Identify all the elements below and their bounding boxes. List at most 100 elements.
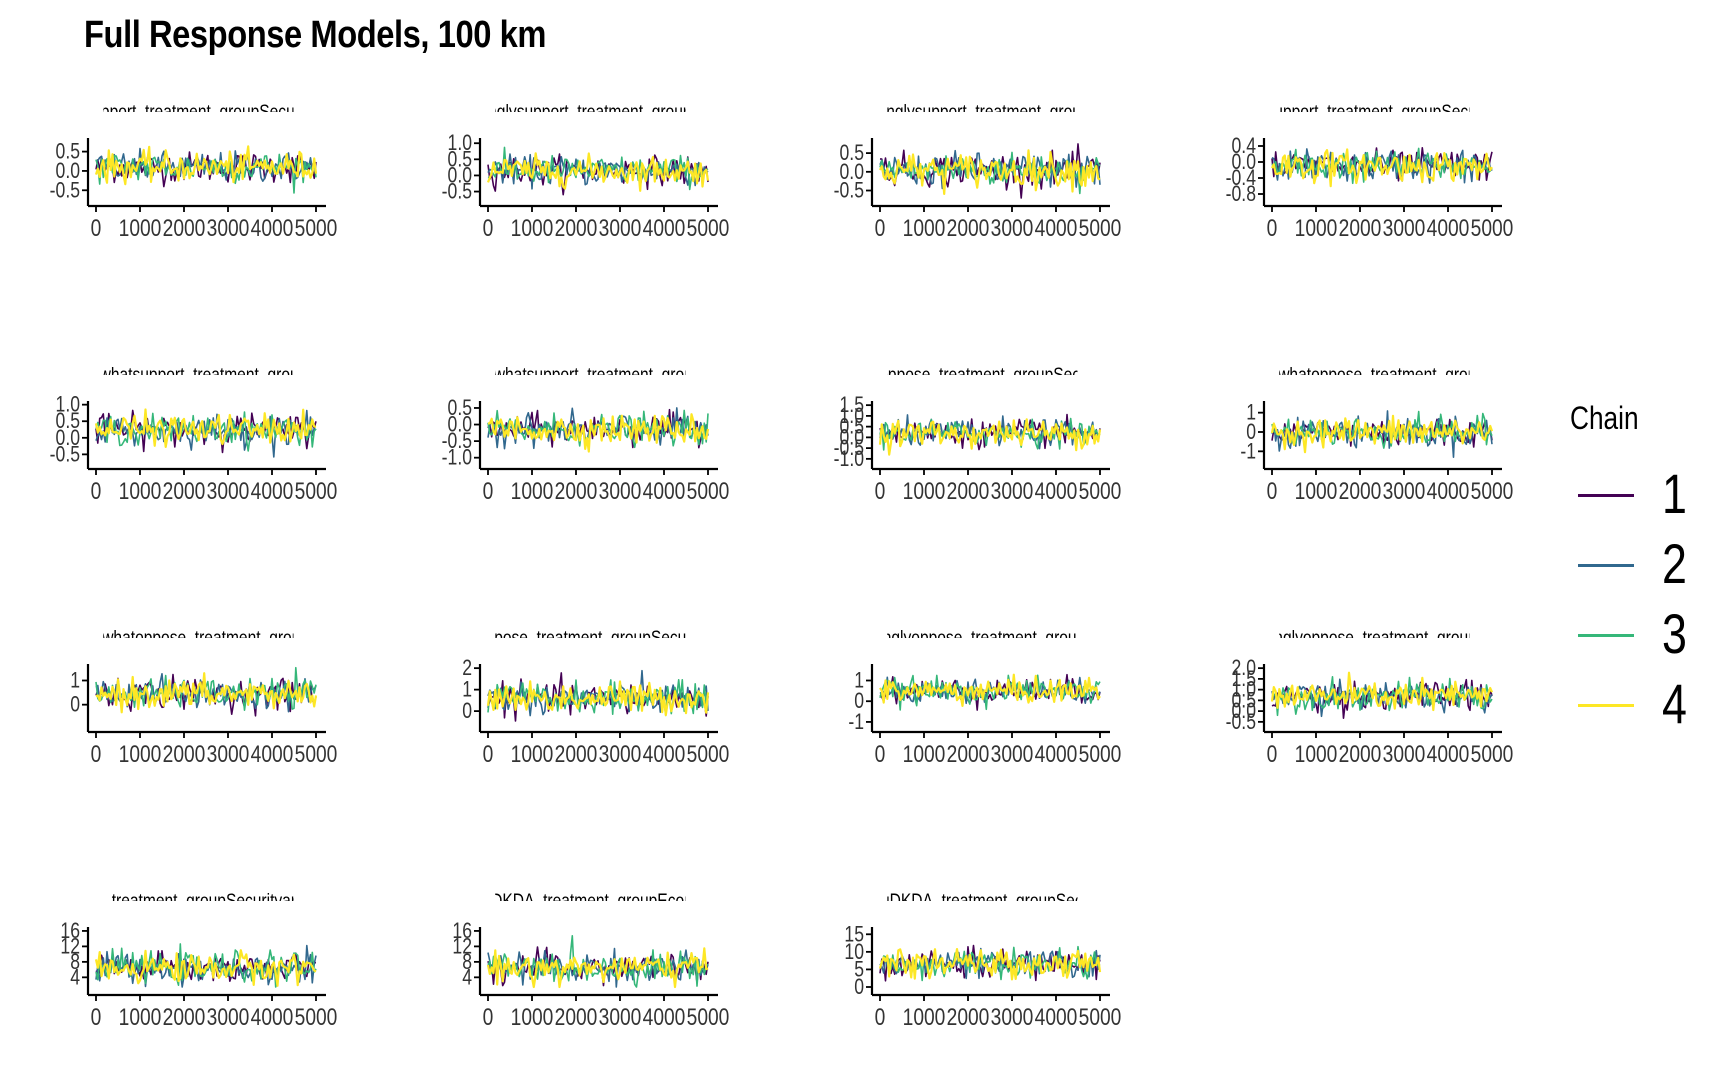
x-tick-label: 4000 <box>643 1003 686 1031</box>
x-tick-label: 0 <box>91 740 102 768</box>
x-tick-label: 3000 <box>599 214 642 242</box>
legend-label-chain-1: 1 <box>1662 462 1687 525</box>
y-tick-label: 1.0 <box>448 131 472 155</box>
y-tick-label: 0.5 <box>56 140 80 164</box>
y-tick-label: 0.0 <box>1232 150 1256 174</box>
y-tick-label: 0.4 <box>1232 134 1256 158</box>
x-tick-label: 4000 <box>1035 477 1078 505</box>
x-tick-label: 4000 <box>643 477 686 505</box>
x-tick-label: 1000 <box>119 477 162 505</box>
x-tick-label: 1000 <box>511 477 554 505</box>
y-tick-label: 0.0 <box>1232 699 1256 723</box>
traces <box>879 673 1101 711</box>
x-tick-label: 2000 <box>947 214 990 242</box>
panel-title: atoppose_treatment_groupSecurit <box>866 364 1102 386</box>
x-tick-label: 0 <box>1267 740 1278 768</box>
x-tick-label: 5000 <box>295 214 338 242</box>
y-tick-label: 0.0 <box>56 426 80 450</box>
x-tick-label: 0 <box>483 214 494 242</box>
x-tick-label: 5000 <box>1079 1003 1122 1031</box>
panel-title: tronglysupport_treatment_groupS <box>868 101 1100 123</box>
x-tick-label: 0 <box>483 477 494 505</box>
y-tick-label: 0 <box>462 699 472 723</box>
y-tick-label: 0.0 <box>840 426 864 450</box>
y-tick-label: -0.4 <box>1226 166 1256 190</box>
y-tick-label: 0.5 <box>448 148 472 172</box>
y-tick-label: 1 <box>462 678 472 702</box>
y-tick-label: -1.0 <box>834 447 864 471</box>
x-tick-label: 5000 <box>295 740 338 768</box>
traces <box>486 146 710 196</box>
y-tick-label: 0.0 <box>840 160 864 184</box>
traces <box>879 143 1101 199</box>
legend-entry-chain-4: 4 <box>1570 674 1720 734</box>
panel-title: tronglyoppose_treatment_groupSe <box>1256 627 1496 649</box>
panel-1: support_treatment_groupSecurity -0.50.00.… <box>50 101 338 242</box>
traces <box>486 935 709 989</box>
y-tick-label: -1.0 <box>442 446 472 470</box>
x-tick-label: 0 <box>483 1003 494 1031</box>
x-tick-label: 3000 <box>991 477 1034 505</box>
legend-title: Chain <box>1570 400 1639 436</box>
y-tick-label: 1.5 <box>840 393 864 417</box>
figure-title: Full Response Models, 100 km <box>84 14 546 56</box>
x-tick-label: 2000 <box>555 1003 598 1031</box>
panel-title: tronglyoppose_treatment_groupEc <box>865 627 1104 649</box>
x-tick-label: 0 <box>1267 214 1278 242</box>
traces <box>487 407 710 453</box>
x-tick-label: 5000 <box>1471 214 1514 242</box>
x-tick-label: 5000 <box>687 740 730 768</box>
trace-chain-2 <box>95 409 317 458</box>
x-tick-label: 0 <box>875 740 886 768</box>
y-tick-label: -0.5 <box>834 436 864 460</box>
x-tick-label: 0 <box>91 1003 102 1031</box>
x-tick-label: 1000 <box>119 214 162 242</box>
trace-chain-4 <box>1270 671 1494 712</box>
y-tick-label: 4 <box>462 966 472 990</box>
y-tick-label: 15 <box>844 922 864 946</box>
trace-chain-3 <box>95 153 317 194</box>
panel-3: tronglysupport_treatment_groupS -0.50.00.… <box>834 101 1122 242</box>
x-tick-label: 3000 <box>207 214 250 242</box>
trace-chain-4 <box>94 145 318 186</box>
trace-chain-4 <box>486 152 710 192</box>
traces <box>1270 671 1494 719</box>
y-tick-label: 0 <box>70 693 80 717</box>
x-tick-label: 3000 <box>207 1003 250 1031</box>
y-tick-label: -0.5 <box>442 429 472 453</box>
legend-label-chain-2: 2 <box>1662 532 1687 595</box>
legend-key-chain-2 <box>1578 564 1634 567</box>
x-tick-label: 1000 <box>903 1003 946 1031</box>
traces <box>1270 410 1494 458</box>
x-tick-label: 5000 <box>687 1003 730 1031</box>
panel-title: muDKDA_treatment_groupEconom <box>470 890 715 912</box>
x-tick-label: 5000 <box>687 214 730 242</box>
panel-5: newhatsupport_treatment_groupE -0.50.00.5… <box>50 364 338 505</box>
x-tick-label: 4000 <box>251 740 294 768</box>
trace-chain-4 <box>94 949 317 987</box>
traces <box>94 145 318 194</box>
x-tick-label: 3000 <box>599 1003 642 1031</box>
x-tick-label: 4000 <box>1035 214 1078 242</box>
trace-chain-4 <box>94 408 317 448</box>
y-tick-label: -0.5 <box>442 180 472 204</box>
panel-title: newhatsupport_treatment_groupE <box>82 364 317 386</box>
x-tick-label: 3000 <box>1383 740 1426 768</box>
y-tick-label: 0.0 <box>448 164 472 188</box>
legend-key-chain-3 <box>1578 634 1634 637</box>
trace-chain-4 <box>1270 414 1494 454</box>
x-tick-label: 2000 <box>1339 214 1382 242</box>
x-tick-label: 1000 <box>511 214 554 242</box>
x-tick-label: 1000 <box>903 477 946 505</box>
trace-chain-4 <box>486 947 709 989</box>
x-tick-label: 4000 <box>1427 214 1470 242</box>
y-tick-label: 12 <box>60 935 80 959</box>
panel-2: ronglysupport_treatment_groupEc -0.50.00.… <box>442 101 730 242</box>
y-tick-label: -0.5 <box>1226 710 1256 734</box>
x-tick-label: 4000 <box>1427 477 1470 505</box>
x-tick-label: 4000 <box>251 477 294 505</box>
traces <box>95 666 318 717</box>
x-tick-label: 2000 <box>947 740 990 768</box>
